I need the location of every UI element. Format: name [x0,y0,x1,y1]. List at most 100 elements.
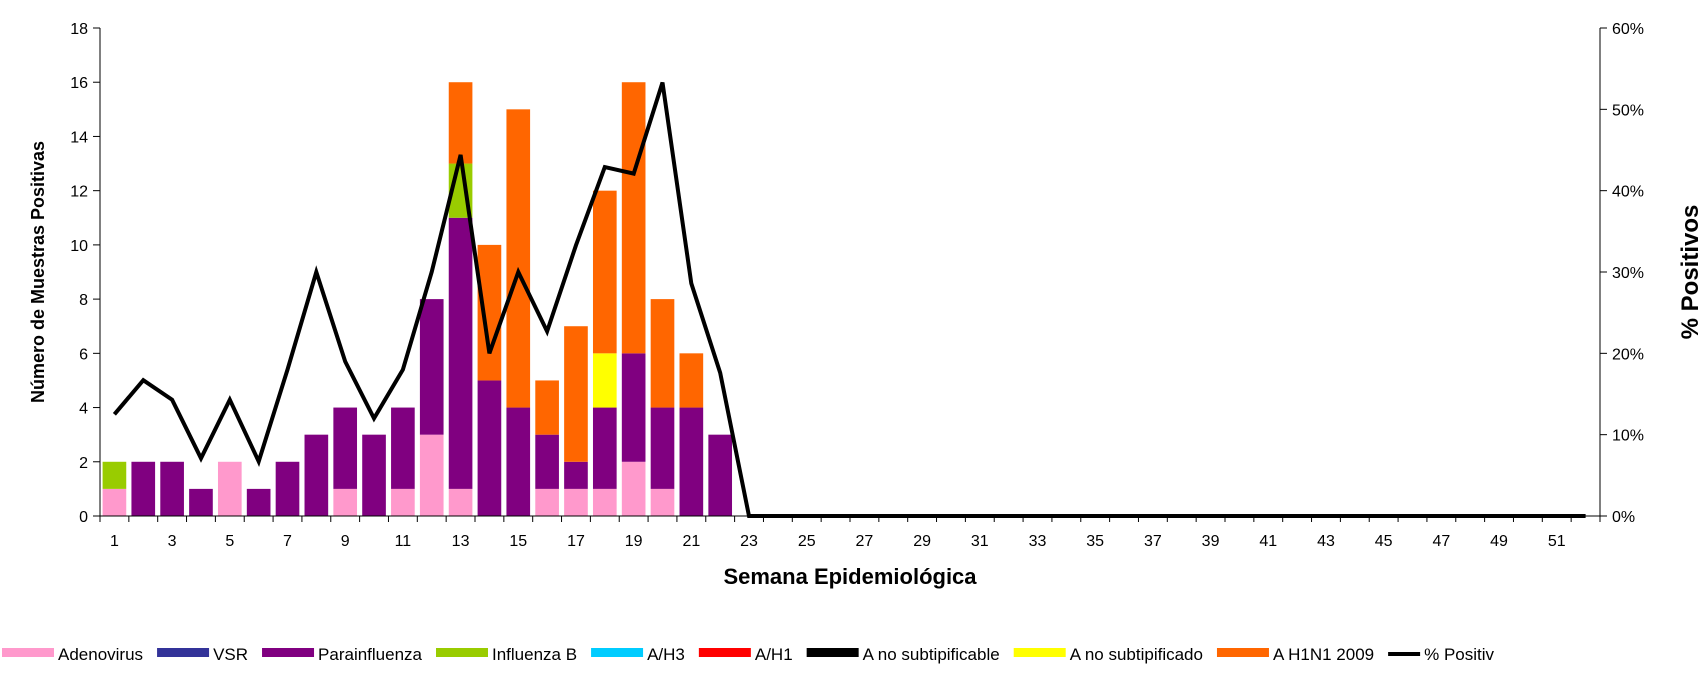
x-tick-label: 7 [283,533,292,550]
legend-item-influenza-b: Influenza B [436,645,577,664]
bar-parainfluenza-week-7 [275,461,300,516]
bar-adenovirus-week-9 [333,488,358,516]
legend-item-vsr: VSR [157,645,248,664]
legend-item-a-no-subtipificable: A no subtipificable [806,645,1000,664]
y2-tick-label: 30% [1612,265,1644,282]
x-axis-title: Semana Epidemiológica [723,564,977,589]
bar-adenovirus-week-5 [217,461,242,516]
legend-swatch [157,648,210,657]
legend-swatch [262,648,315,657]
bar-a-h1n1-2009-week-17 [564,326,588,462]
legend-item-parainfluenza: Parainfluenza [262,645,423,664]
x-tick-label: 5 [225,533,234,550]
y-axis-title: Número de Muestras Positivas [28,141,48,403]
bar-parainfluenza-week-3 [160,461,184,516]
legend-label: % Positiv [1424,645,1494,664]
bar-a-h1n1-2009-week-21 [679,353,704,408]
x-tick-label: 43 [1317,533,1335,550]
y-tick-label: 0 [79,509,88,526]
y2-tick-label: 60% [1612,21,1644,38]
legend-label: A/H3 [647,645,685,664]
x-tick-label: 23 [740,533,758,550]
bar-parainfluenza-week-6 [246,488,271,516]
bar-a-h1n1-2009-week-14 [477,244,502,381]
x-tick-label: 1 [110,533,119,550]
bar-parainfluenza-week-22 [708,434,733,516]
bar-parainfluenza-week-14 [477,380,502,516]
y2-tick-label: 50% [1612,102,1644,119]
x-tick-label: 47 [1432,533,1450,550]
x-tick-label: 13 [452,533,470,550]
bar-a-h1n1-2009-week-20 [650,299,675,408]
legend-swatch [1013,648,1066,657]
bar-parainfluenza-week-4 [189,488,213,516]
legend-label: Parainfluenza [318,645,423,664]
bar-parainfluenza-week-13 [448,217,473,489]
y-tick-label: 2 [79,455,88,472]
y-tick-label: 16 [70,75,88,92]
x-tick-label: 19 [625,533,643,550]
x-tick-label: 29 [913,533,931,550]
y-tick-label: 8 [79,292,88,309]
x-tick-label: 27 [856,533,874,550]
x-tick-label: 37 [1144,533,1162,550]
legend-item-a-h3: A/H3 [591,645,685,664]
legend-item--positiv: % Positiv [1388,645,1495,664]
bar-parainfluenza-week-21 [679,407,704,516]
legend-label: Adenovirus [58,645,143,664]
legend-swatch [806,648,859,657]
y-tick-label: 18 [70,21,88,38]
legend-label: A/H1 [755,645,793,664]
legend-swatch [698,648,751,657]
y2-tick-label: 10% [1612,428,1644,445]
bar-adenovirus-week-12 [419,434,444,516]
x-tick-label: 3 [168,533,177,550]
legend-label: A H1N1 2009 [1273,645,1374,664]
x-tick-label: 45 [1375,533,1393,550]
x-tick-label: 33 [1029,533,1047,550]
bar-parainfluenza-week-10 [362,434,386,516]
bar-parainfluenza-week-12 [419,299,444,435]
legend-item-a-h1n1-2009: A H1N1 2009 [1216,645,1374,664]
legend-item-adenovirus: Adenovirus [2,645,143,664]
bar-parainfluenza-week-8 [304,434,329,516]
bar-a-h1n1-2009-week-15 [506,109,531,408]
bar-parainfluenza-week-17 [564,461,588,489]
y2-tick-label: 0% [1612,509,1635,526]
legend: Adenovirus VSR Parainfluenza Influenza B A/H… [2,645,1495,664]
bar-a-no-subtipificado-week-18 [592,353,617,408]
x-tick-label: 49 [1490,533,1508,550]
bar-adenovirus-week-11 [391,488,415,516]
bar-adenovirus-week-16 [535,488,559,516]
legend-label: Influenza B [492,645,577,664]
bar-influenza-b-week-1 [102,461,127,489]
bar-adenovirus-week-13 [448,488,473,516]
bar-parainfluenza-week-2 [131,461,156,516]
y-tick-label: 10 [70,238,88,255]
bars-layer [102,82,733,516]
x-tick-label: 31 [971,533,989,550]
legend-label: A no subtipificable [863,645,1000,664]
bar-parainfluenza-week-9 [333,407,358,489]
bar-parainfluenza-week-19 [621,353,646,462]
x-tick-label: 21 [682,533,700,550]
legend-item-a-h1: A/H1 [698,645,793,664]
y-tick-label: 14 [70,129,88,146]
y2-tick-label: 20% [1612,346,1644,363]
y-tick-label: 12 [70,184,88,201]
y2-axis-title: % Positivos [1677,205,1704,340]
bar-parainfluenza-week-18 [592,407,617,489]
bar-parainfluenza-week-20 [650,407,675,489]
bar-adenovirus-week-1 [102,488,127,516]
bar-adenovirus-week-17 [564,488,588,516]
bar-parainfluenza-week-11 [391,407,415,489]
legend-label: VSR [213,645,248,664]
legend-item-a-no-subtipificado: A no subtipificado [1013,645,1203,664]
bar-parainfluenza-week-15 [506,407,531,516]
legend-label: A no subtipificado [1070,645,1203,664]
x-tick-label: 39 [1202,533,1220,550]
bar-adenovirus-week-18 [592,488,617,516]
bar-a-h1n1-2009-week-13 [448,82,473,164]
